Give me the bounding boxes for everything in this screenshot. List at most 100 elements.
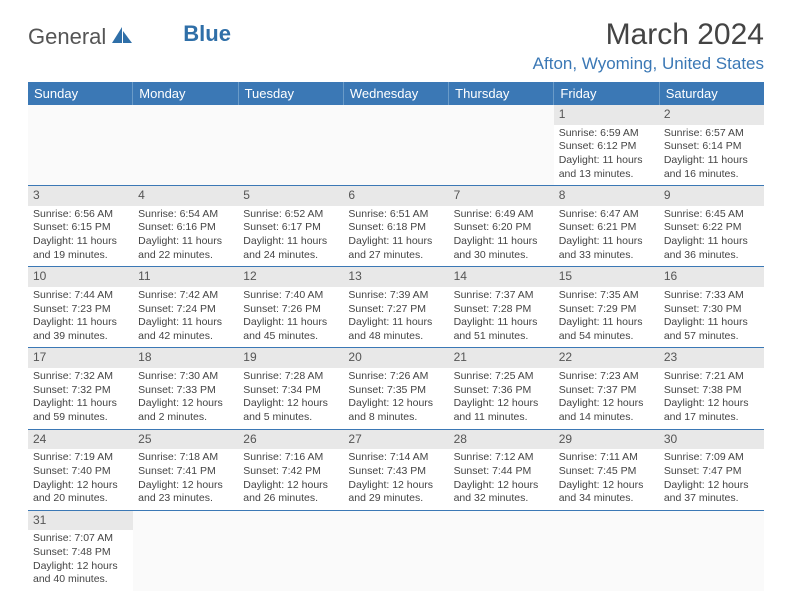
day-cell: 25Sunrise: 7:18 AMSunset: 7:41 PMDayligh…	[133, 430, 238, 510]
day-line: Daylight: 12 hours	[664, 397, 759, 411]
day-body: Sunrise: 6:57 AMSunset: 6:14 PMDaylight:…	[659, 125, 764, 186]
day-cell: 18Sunrise: 7:30 AMSunset: 7:33 PMDayligh…	[133, 348, 238, 428]
day-line: Sunrise: 7:39 AM	[348, 289, 443, 303]
day-number: 5	[238, 186, 343, 206]
day-line: Sunrise: 7:21 AM	[664, 370, 759, 384]
day-line: Sunrise: 7:28 AM	[243, 370, 338, 384]
day-line: Sunrise: 6:51 AM	[348, 208, 443, 222]
day-cell	[238, 105, 343, 185]
day-body: Sunrise: 7:33 AMSunset: 7:30 PMDaylight:…	[659, 287, 764, 348]
day-body: Sunrise: 7:40 AMSunset: 7:26 PMDaylight:…	[238, 287, 343, 348]
day-cell: 15Sunrise: 7:35 AMSunset: 7:29 PMDayligh…	[554, 267, 659, 347]
day-number	[133, 511, 238, 531]
day-line: Sunrise: 7:16 AM	[243, 451, 338, 465]
day-number: 8	[554, 186, 659, 206]
day-cell	[343, 511, 448, 591]
day-line: Daylight: 12 hours	[243, 397, 338, 411]
day-line: Sunrise: 7:26 AM	[348, 370, 443, 384]
location: Afton, Wyoming, United States	[533, 54, 764, 74]
day-line: Sunrise: 7:40 AM	[243, 289, 338, 303]
day-cell: 3Sunrise: 6:56 AMSunset: 6:15 PMDaylight…	[28, 186, 133, 266]
day-line: Sunset: 7:36 PM	[454, 384, 549, 398]
day-line: Sunset: 6:16 PM	[138, 221, 233, 235]
day-line: Daylight: 12 hours	[33, 479, 128, 493]
day-body: Sunrise: 7:23 AMSunset: 7:37 PMDaylight:…	[554, 368, 659, 429]
day-cell: 1Sunrise: 6:59 AMSunset: 6:12 PMDaylight…	[554, 105, 659, 185]
day-body: Sunrise: 6:56 AMSunset: 6:15 PMDaylight:…	[28, 206, 133, 267]
day-line: and 36 minutes.	[664, 249, 759, 263]
day-body: Sunrise: 7:26 AMSunset: 7:35 PMDaylight:…	[343, 368, 448, 429]
day-number: 7	[449, 186, 554, 206]
day-line: and 59 minutes.	[33, 411, 128, 425]
day-line: and 33 minutes.	[559, 249, 654, 263]
day-line: Sunrise: 6:47 AM	[559, 208, 654, 222]
day-body: Sunrise: 7:18 AMSunset: 7:41 PMDaylight:…	[133, 449, 238, 510]
day-cell: 17Sunrise: 7:32 AMSunset: 7:32 PMDayligh…	[28, 348, 133, 428]
day-line: Daylight: 11 hours	[138, 235, 233, 249]
day-cell	[449, 105, 554, 185]
day-line: and 24 minutes.	[243, 249, 338, 263]
day-cell	[449, 511, 554, 591]
day-line: Daylight: 12 hours	[348, 479, 443, 493]
day-number: 21	[449, 348, 554, 368]
day-body: Sunrise: 6:49 AMSunset: 6:20 PMDaylight:…	[449, 206, 554, 267]
day-number: 28	[449, 430, 554, 450]
day-cell: 7Sunrise: 6:49 AMSunset: 6:20 PMDaylight…	[449, 186, 554, 266]
weekday-header: Thursday	[449, 82, 554, 105]
logo: General Blue	[28, 24, 231, 50]
day-line: Daylight: 11 hours	[348, 316, 443, 330]
day-line: Daylight: 11 hours	[664, 235, 759, 249]
day-body: Sunrise: 6:51 AMSunset: 6:18 PMDaylight:…	[343, 206, 448, 267]
day-line: Sunset: 6:18 PM	[348, 221, 443, 235]
day-line: Sunrise: 7:32 AM	[33, 370, 128, 384]
day-line: Sunset: 7:42 PM	[243, 465, 338, 479]
day-body	[133, 125, 238, 143]
day-body	[659, 530, 764, 548]
day-line: Sunrise: 7:44 AM	[33, 289, 128, 303]
day-line: Sunset: 6:17 PM	[243, 221, 338, 235]
day-line: and 27 minutes.	[348, 249, 443, 263]
day-number	[449, 105, 554, 125]
week-row: 1Sunrise: 6:59 AMSunset: 6:12 PMDaylight…	[28, 105, 764, 186]
day-number: 12	[238, 267, 343, 287]
day-body	[343, 530, 448, 548]
day-number: 26	[238, 430, 343, 450]
day-line: Sunset: 6:21 PM	[559, 221, 654, 235]
logo-word2: Blue	[183, 21, 231, 47]
day-line: Daylight: 12 hours	[559, 397, 654, 411]
day-line: Sunrise: 6:59 AM	[559, 127, 654, 141]
day-body: Sunrise: 7:07 AMSunset: 7:48 PMDaylight:…	[28, 530, 133, 591]
day-line: Sunrise: 6:52 AM	[243, 208, 338, 222]
day-line: Sunset: 6:22 PM	[664, 221, 759, 235]
day-number: 10	[28, 267, 133, 287]
day-line: Sunset: 7:35 PM	[348, 384, 443, 398]
day-cell: 20Sunrise: 7:26 AMSunset: 7:35 PMDayligh…	[343, 348, 448, 428]
week-row: 10Sunrise: 7:44 AMSunset: 7:23 PMDayligh…	[28, 267, 764, 348]
day-line: Sunrise: 7:09 AM	[664, 451, 759, 465]
day-cell: 9Sunrise: 6:45 AMSunset: 6:22 PMDaylight…	[659, 186, 764, 266]
day-line: Sunrise: 7:37 AM	[454, 289, 549, 303]
day-cell: 30Sunrise: 7:09 AMSunset: 7:47 PMDayligh…	[659, 430, 764, 510]
day-body: Sunrise: 7:28 AMSunset: 7:34 PMDaylight:…	[238, 368, 343, 429]
day-number: 29	[554, 430, 659, 450]
day-line: and 23 minutes.	[138, 492, 233, 506]
day-line: Daylight: 12 hours	[664, 479, 759, 493]
day-cell: 26Sunrise: 7:16 AMSunset: 7:42 PMDayligh…	[238, 430, 343, 510]
day-line: and 48 minutes.	[348, 330, 443, 344]
day-line: Daylight: 11 hours	[33, 397, 128, 411]
day-cell: 4Sunrise: 6:54 AMSunset: 6:16 PMDaylight…	[133, 186, 238, 266]
day-line: and 30 minutes.	[454, 249, 549, 263]
day-number: 20	[343, 348, 448, 368]
day-line: Daylight: 12 hours	[454, 479, 549, 493]
day-line: Sunset: 6:12 PM	[559, 140, 654, 154]
day-cell: 14Sunrise: 7:37 AMSunset: 7:28 PMDayligh…	[449, 267, 554, 347]
day-body: Sunrise: 7:09 AMSunset: 7:47 PMDaylight:…	[659, 449, 764, 510]
day-line: and 42 minutes.	[138, 330, 233, 344]
day-line: Sunrise: 7:25 AM	[454, 370, 549, 384]
day-line: and 29 minutes.	[348, 492, 443, 506]
day-number: 17	[28, 348, 133, 368]
day-cell: 23Sunrise: 7:21 AMSunset: 7:38 PMDayligh…	[659, 348, 764, 428]
day-body: Sunrise: 6:54 AMSunset: 6:16 PMDaylight:…	[133, 206, 238, 267]
day-cell: 5Sunrise: 6:52 AMSunset: 6:17 PMDaylight…	[238, 186, 343, 266]
day-line: Daylight: 11 hours	[559, 235, 654, 249]
